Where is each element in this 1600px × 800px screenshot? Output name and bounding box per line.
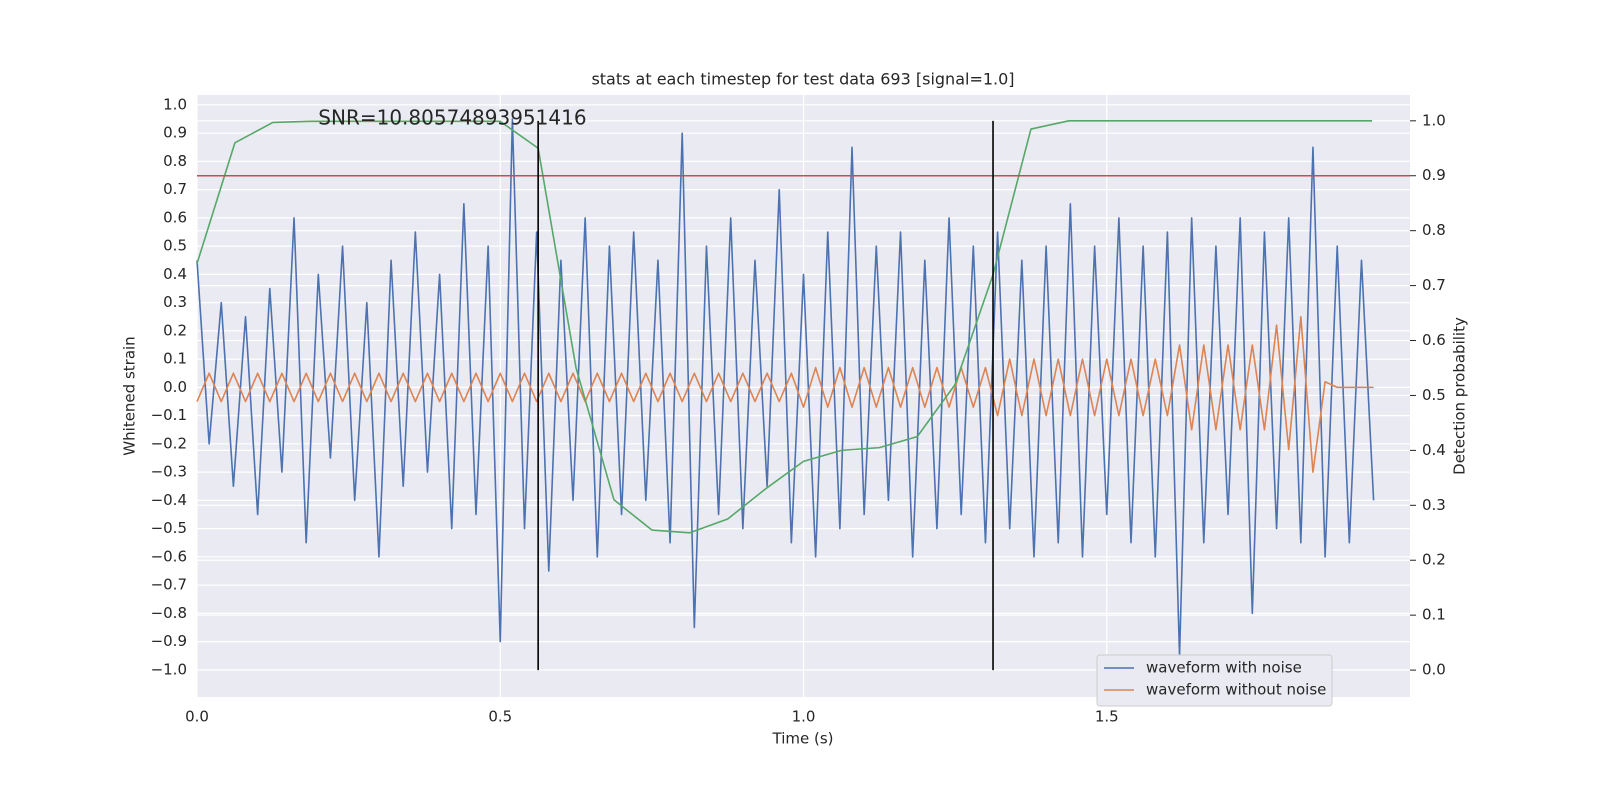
y-tick-label: −0.5 [151,519,187,537]
y2-tick-label: 1.0 [1422,111,1446,129]
annotation: SNR=10.80574893951416 [318,106,586,130]
y-tick-label: 0.2 [163,321,187,339]
y2-tick-label: 0.1 [1422,606,1446,624]
series-line [196,118,1375,657]
y-tick-label: 0.3 [163,293,187,311]
x-axis-label: Time (s) [772,730,834,748]
x-tick-label: 1.5 [1095,708,1119,726]
y2-tick-label: 0.0 [1422,661,1446,679]
y2-tick-label: 0.7 [1422,276,1446,294]
y2-tick-label: 0.2 [1422,551,1446,569]
y-tick-label: −0.3 [151,463,187,481]
y-tick-label: 0.7 [163,180,187,198]
y-tick-label: −0.8 [151,604,187,622]
y-tick-label: 0.4 [163,265,187,283]
y2-tick-label: 0.9 [1422,166,1446,184]
x-tick-label: 0.5 [488,708,512,726]
x-tick-label: 1.0 [792,708,816,726]
x-tick-label: 0.0 [185,708,209,726]
y-tick-label: −0.9 [151,632,187,650]
legend-box [1096,654,1333,707]
series-line [196,315,1374,473]
y2-tick-label: 0.4 [1422,441,1446,459]
legend-label: waveform with noise [1146,659,1302,677]
y2-tick-label: 0.8 [1422,221,1446,239]
y2-tick-label: 0.6 [1422,331,1446,349]
marks: SNR=10.80574893951416 [196,106,1410,671]
y-tick-label: 0.5 [163,237,187,255]
y-tick-label: 0.8 [163,152,187,170]
y-tick-label: 0.0 [163,378,187,396]
legend-label: waveform without noise [1146,681,1326,699]
y-tick-label: −0.6 [151,547,187,565]
y-tick-label: −0.7 [151,576,187,594]
series-line [196,120,1373,534]
y-tick-label: 0.9 [163,124,187,142]
y-tick-label: −0.1 [151,406,187,424]
y-tick-label: −1.0 [151,660,187,678]
y2-tick-label: 0.5 [1422,386,1446,404]
y-tick-label: 1.0 [163,95,187,113]
y-tick-label: 0.1 [163,350,187,368]
labels: 0.0 0.5 1.0 1.5 −1.0 −0.9 −0.8 −0.7 −0.6 −0.5 −0.4… [151,95,1446,725]
y-tick-label: −0.2 [151,434,187,452]
legend: waveform with noise waveform without nois… [1096,654,1333,707]
y-tick-label: 0.6 [163,208,187,226]
y-tick-label: −0.4 [151,491,187,509]
chart-title: stats at each timestep for test data 693… [591,70,1014,89]
y2-tick-label: 0.3 [1422,496,1446,514]
y-axis-label: Whitened strain [121,336,139,455]
y2-axis-label: Detection probability [1451,317,1469,475]
